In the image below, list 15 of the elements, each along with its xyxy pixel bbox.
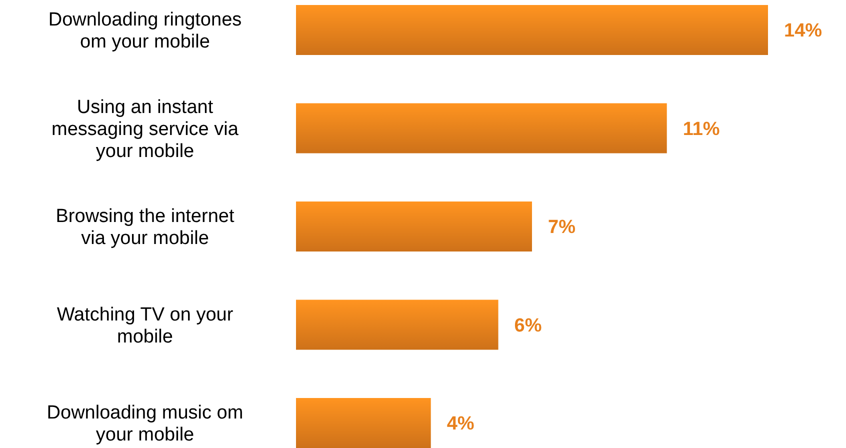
data-label: 14%	[784, 20, 822, 42]
data-label: 7%	[548, 217, 576, 238]
y-tick-label: Using an instant messaging service via your mobile	[52, 96, 239, 162]
data-label: 4%	[446, 414, 474, 435]
bar	[296, 103, 667, 154]
bar	[296, 398, 431, 448]
y-tick-label: Downloading music om your mobile	[46, 402, 244, 446]
data-label: 6%	[514, 315, 542, 336]
data-label: 11%	[682, 118, 720, 140]
y-tick-label: Downloading ringtones om your mobile	[48, 10, 242, 53]
bar	[296, 300, 498, 350]
y-tick-label: Browsing the internet via your mobile	[56, 206, 235, 250]
bar	[296, 5, 768, 55]
bar	[296, 202, 532, 252]
y-tick-label: Watching TV on your mobile	[56, 304, 234, 348]
